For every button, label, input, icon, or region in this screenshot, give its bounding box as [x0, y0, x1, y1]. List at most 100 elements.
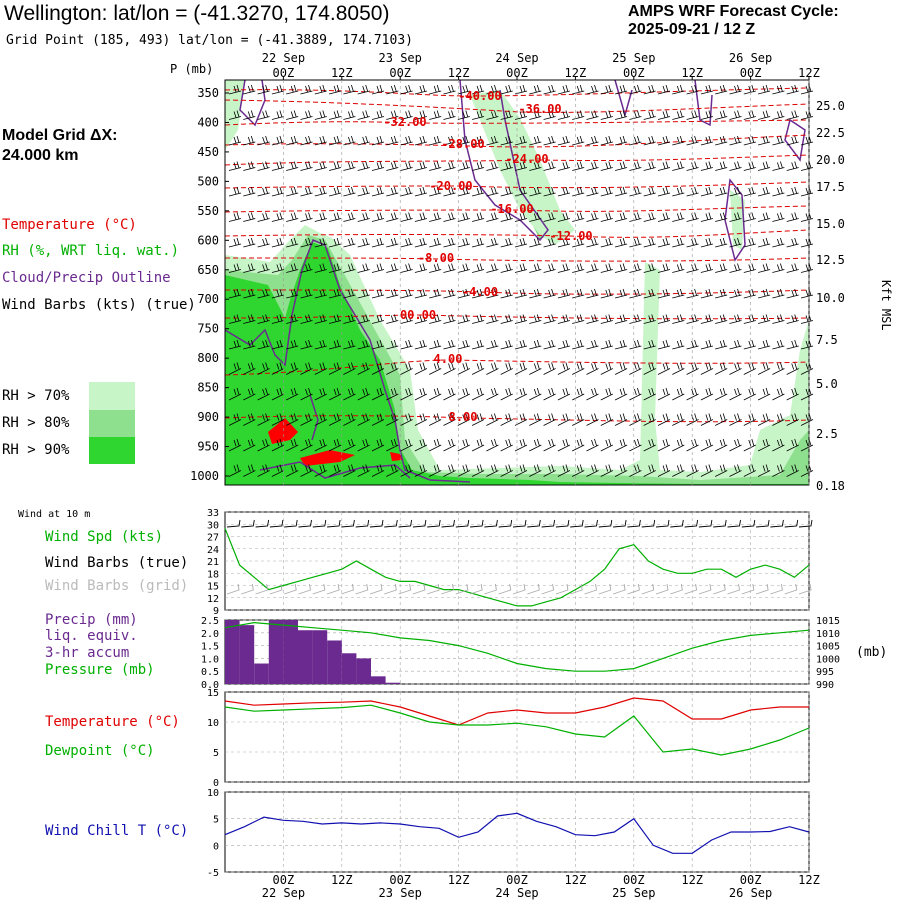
sfc-barb-true-28 — [627, 519, 641, 528]
sfc-barb-grid-31 — [670, 583, 683, 595]
wind-barb-565 — [686, 413, 699, 426]
wind-barb-63 — [543, 110, 556, 120]
wind-barb-441 — [672, 339, 685, 350]
wind-barb-231 — [600, 212, 613, 222]
sfc-barb-true-32 — [684, 519, 699, 528]
wind-barb-158 — [729, 161, 742, 171]
panel-precip-ytick-4: 0.5 — [201, 667, 219, 678]
wind-barb-198 — [715, 186, 728, 197]
wind-barb-474 — [557, 362, 571, 375]
wind-barb-185 — [529, 186, 542, 197]
wind-barb-169 — [300, 186, 313, 197]
wind-barb-218 — [414, 212, 427, 222]
wind-barb-478 — [614, 362, 628, 375]
panel-wind-ytick-2: 27 — [207, 533, 219, 544]
wind-barb-449 — [786, 339, 799, 350]
wind-barb-582 — [343, 438, 356, 452]
wind-barb-617 — [257, 464, 270, 477]
grid-point-label: Grid Point (185, 493) lat/lon = (-41.388… — [6, 33, 413, 48]
wind-barb-558 — [586, 413, 599, 426]
wind-barb-130 — [329, 161, 342, 171]
wind-barb-644 — [643, 464, 656, 477]
wind-barb-44 — [271, 110, 284, 120]
wind-barb-71 — [657, 110, 671, 120]
wind-barb-521 — [643, 387, 656, 401]
wind-barb-155 — [686, 161, 699, 171]
wind-barb-112 — [657, 135, 671, 146]
wind-barb-568 — [729, 413, 742, 426]
wind-barb-328 — [228, 288, 242, 299]
wind-barb-341 — [414, 288, 427, 299]
wind-barb-505 — [414, 387, 428, 401]
rh90-swatch — [89, 437, 135, 464]
wind-barb-503 — [386, 387, 399, 401]
wind-barb-581 — [328, 438, 342, 452]
wind-barb-321 — [715, 263, 728, 273]
wind-barb-303 — [457, 263, 470, 273]
wind-chill-panel: 10 5 0 -5 — [207, 788, 810, 879]
wind-barb-236 — [672, 212, 685, 222]
pressure-tick-850: 850 — [197, 381, 219, 395]
sfc-barb-grid-15 — [441, 583, 455, 595]
wind-barb-223 — [486, 212, 499, 222]
sfc-barb-true-1 — [241, 519, 255, 528]
wind-barb-11 — [386, 84, 399, 95]
wind-barb-276 — [657, 237, 671, 248]
precip-bar-7 — [327, 640, 342, 684]
bottom-date-3: 25 Sep — [612, 886, 655, 900]
wind-barb-654 — [786, 464, 799, 477]
panel-precip-ytick-5: 0.0 — [201, 680, 219, 691]
panel-temp-ytick-2: 5 — [213, 748, 219, 759]
top-date-2: 24 Sep — [495, 51, 538, 65]
wind-barb-145 — [543, 161, 556, 171]
wind-barb-127 — [286, 161, 299, 171]
wind-barb-603 — [643, 438, 656, 452]
wind-barb-397 — [629, 314, 642, 324]
wind-barb-390 — [529, 314, 542, 324]
wind-barb-408 — [786, 314, 799, 324]
wind-barb-64 — [557, 110, 570, 120]
wind-barb-199 — [729, 186, 742, 197]
sfc-barb-grid-39 — [784, 583, 798, 595]
precip-bar-4 — [283, 620, 298, 684]
wind-barb-597 — [557, 438, 571, 452]
wind-barb-342 — [429, 288, 442, 299]
wind-barb-277 — [672, 237, 685, 248]
wind-barb-153 — [657, 161, 671, 171]
wind-barb-140 — [472, 161, 485, 171]
wind-barb-496 — [286, 387, 299, 401]
wind-barb-28 — [629, 84, 642, 95]
top-tick-7: 12Z — [681, 66, 703, 80]
wind-barb-75 — [715, 110, 728, 120]
wind-barb-330 — [257, 288, 270, 299]
wind-barb-513 — [529, 387, 542, 401]
wind-barb-162 — [786, 161, 799, 171]
wind-barb-652 — [757, 464, 771, 477]
wind-barb-507 — [443, 387, 456, 401]
wind-barb-386 — [472, 314, 485, 324]
temperature-dewpoint-panel: 15 10 5 0 — [207, 688, 810, 789]
wind-barb-132 — [357, 161, 370, 171]
wind-barb-531 — [786, 387, 799, 401]
panel-wind-ytick-0: 33 — [207, 508, 219, 519]
panel-wind-ytick-1: 30 — [207, 520, 219, 531]
wind-barb-564 — [672, 413, 685, 426]
wind-barb-444 — [715, 339, 728, 350]
sfc-barb-grid-6 — [312, 583, 326, 595]
wind-barb-537 — [286, 413, 299, 426]
wind-barb-219 — [429, 212, 442, 222]
wind-barb-618 — [271, 464, 285, 477]
contour-n24 — [225, 154, 809, 166]
red-region-1 — [268, 418, 298, 444]
contour-label-7: -12.00 — [549, 229, 592, 243]
bottom-date-0: 22 Sep — [262, 886, 305, 900]
wind-barb-21 — [529, 84, 542, 95]
wind-barb-246 — [228, 237, 242, 248]
wind-barb-106 — [572, 135, 585, 146]
wind-barb-454 — [271, 362, 285, 375]
wind-barb-234 — [643, 212, 656, 222]
main-vertical-gridlines — [283, 80, 810, 485]
wind-barb-24 — [572, 84, 585, 95]
wind-barb-178 — [429, 186, 442, 197]
